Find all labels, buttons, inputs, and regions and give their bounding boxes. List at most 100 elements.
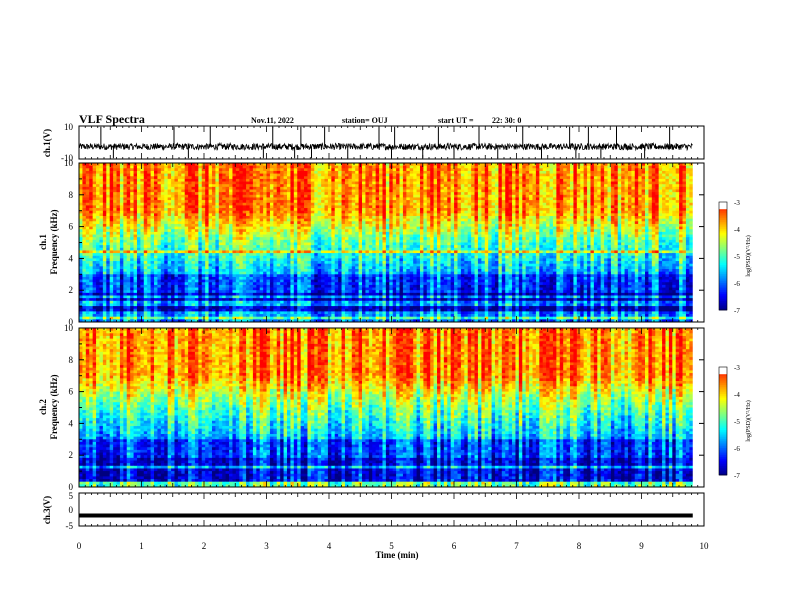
spectrogram-cell (515, 205, 519, 208)
spectrogram-cell (222, 216, 226, 219)
spectrogram-cell (130, 227, 134, 230)
spectrogram-cell (328, 213, 332, 216)
spectrogram-cell (389, 203, 393, 206)
spectrogram-cell (161, 187, 165, 190)
spectrogram-cell (638, 203, 642, 206)
spectrogram-cell (608, 227, 612, 230)
spectrogram-cell (410, 187, 414, 190)
spectrogram-cell (137, 203, 141, 206)
spectrogram-cell (434, 216, 438, 219)
spectrogram-cell (99, 184, 103, 187)
spectrogram-cell (529, 192, 533, 195)
spectrogram-cell (110, 227, 114, 230)
spectrogram-cell (212, 182, 216, 185)
spectrogram-cell (348, 182, 352, 185)
spectrogram-cell (147, 203, 151, 206)
spectrogram-cell (103, 221, 107, 224)
spectrogram-cell (529, 203, 533, 206)
spectrogram-cell (444, 174, 448, 177)
spectrogram-cell (270, 195, 274, 198)
spectrogram-cell (396, 219, 400, 222)
spectrogram-cell (249, 203, 253, 206)
spectrogram-cell (161, 221, 165, 224)
spectrogram-cell (509, 182, 513, 185)
spectrogram-cell (246, 171, 250, 174)
spectrogram-cell (222, 192, 226, 195)
spectrogram-cell (246, 168, 250, 171)
spectrogram-cell (471, 213, 475, 216)
spectrogram-cell (185, 197, 189, 200)
spectrogram-cell (631, 190, 635, 193)
spectrogram-cell (570, 192, 574, 195)
spectrogram-cell (590, 205, 594, 208)
spectrogram-cell (539, 166, 543, 169)
spectrogram-cell (584, 197, 588, 200)
spectrogram-cell (236, 235, 240, 238)
spectrogram-cell (642, 205, 646, 208)
spectrogram-cell (345, 224, 349, 227)
spectrogram-cell (389, 229, 393, 232)
spectrogram-cell (587, 213, 591, 216)
spectrogram-cell (420, 208, 424, 211)
spectrogram-cell (471, 171, 475, 174)
spectrogram-cell (297, 174, 301, 177)
spectrogram-cell (277, 168, 281, 171)
spectrogram-cell (287, 195, 291, 198)
spectrogram-cell (638, 224, 642, 227)
spectrogram-cell (608, 184, 612, 187)
spectrogram-cell (362, 224, 366, 227)
spectrogram-cell (580, 224, 584, 227)
spectrogram-cell (226, 190, 230, 193)
spectrogram-cell (277, 211, 281, 214)
spectrogram-cell (457, 190, 461, 193)
spectrogram-cell (410, 174, 414, 177)
spectrogram-cell (280, 205, 284, 208)
spectrogram-cell (659, 195, 663, 198)
spectrogram-cell (331, 182, 335, 185)
ch1-spectrogram-image (79, 163, 704, 322)
spectrogram-cell (355, 190, 359, 193)
spectrogram-cell (270, 203, 274, 206)
spectrogram-cell (676, 221, 680, 224)
spectrogram-cell (454, 168, 458, 171)
spectrogram-cell (382, 211, 386, 214)
spectrogram-cell (209, 211, 213, 214)
spectrogram-cell (403, 176, 407, 179)
spectrogram-cell (621, 224, 625, 227)
spectrogram-cell (509, 176, 513, 179)
spectrogram-cell (495, 171, 499, 174)
spectrogram-cell (246, 211, 250, 214)
spectrogram-cell (277, 195, 281, 198)
spectrogram-cell (222, 232, 226, 235)
spectrogram-cell (205, 166, 209, 169)
spectrogram-cell (676, 187, 680, 190)
spectrogram-cell (437, 176, 441, 179)
spectrogram-cell (297, 211, 301, 214)
spectrogram-cell (457, 219, 461, 222)
spectrogram-cell (686, 195, 690, 198)
spectrogram-cell (604, 187, 608, 190)
spectrogram-cell (178, 179, 182, 182)
spectrogram-cell (304, 182, 308, 185)
spectrogram-cell (140, 224, 144, 227)
spectrogram-cell (580, 203, 584, 206)
spectrogram-cell (689, 195, 693, 198)
spectrogram-cell (430, 203, 434, 206)
spectrogram-cell (495, 187, 499, 190)
spectrogram-cell (212, 184, 216, 187)
spectrogram-cell (267, 213, 271, 216)
spectrogram-cell (563, 187, 567, 190)
spectrogram-cell (665, 221, 669, 224)
spectrogram-cell (113, 168, 117, 171)
spectrogram-cell (509, 187, 513, 190)
spectrogram-cell (157, 174, 161, 177)
spectrogram-cell (267, 182, 271, 185)
spectrogram-cell (655, 221, 659, 224)
spectrogram-cell (195, 211, 199, 214)
spectrogram-cell (335, 187, 339, 190)
spectrogram-cell (304, 235, 308, 238)
spectrogram-cell (246, 216, 250, 219)
spectrogram-cell (86, 213, 90, 216)
spectrogram-cell (222, 179, 226, 182)
spectrogram-cell (512, 171, 516, 174)
